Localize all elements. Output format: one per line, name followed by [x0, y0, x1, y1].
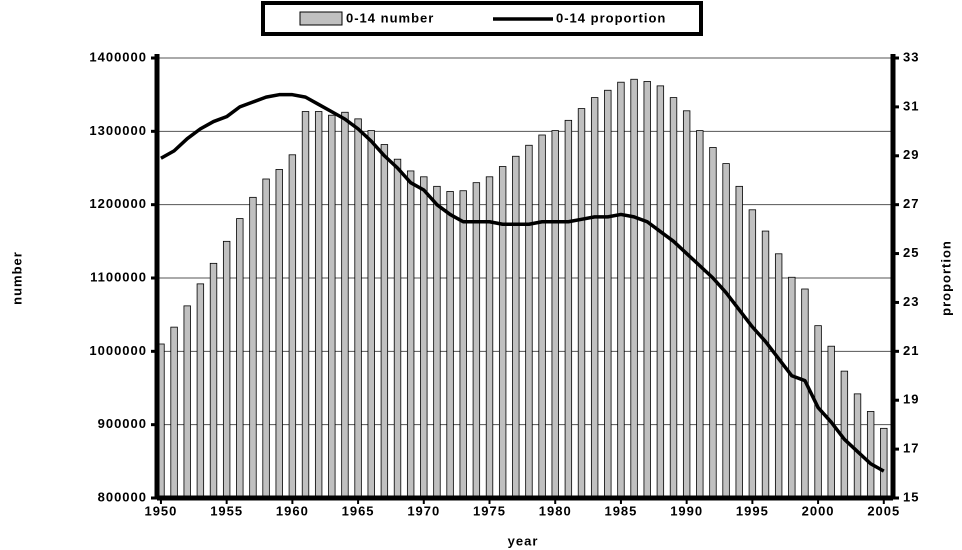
- bar: [367, 130, 375, 499]
- x-tick-label: 1950: [144, 503, 177, 518]
- bar: [472, 182, 481, 499]
- bar: [880, 427, 888, 499]
- y-tick-label: 800000: [98, 489, 147, 504]
- bar: [774, 253, 783, 499]
- bar: [788, 276, 796, 499]
- x-tick-label: 1985: [604, 503, 637, 518]
- y2-tick-label: 29: [903, 147, 919, 162]
- bar: [498, 166, 507, 499]
- legend-swatch: [299, 11, 343, 26]
- line: [160, 92, 885, 473]
- bar: [209, 262, 218, 499]
- bar: [380, 144, 389, 499]
- x-tick-label: 2005: [867, 503, 900, 518]
- bar: [288, 154, 297, 499]
- y2-tick-label: 25: [903, 245, 919, 260]
- y2-tick-label: 27: [903, 196, 919, 211]
- y-tick-label: 1300000: [89, 123, 147, 138]
- bar: [656, 85, 665, 499]
- y2-axis-title: proportion: [938, 240, 953, 316]
- y-tick-label: 1100000: [90, 269, 147, 284]
- bar: [393, 158, 402, 499]
- y2-tick-label: 15: [903, 489, 919, 504]
- bar: [275, 169, 283, 499]
- x-axis-title: year: [508, 533, 539, 548]
- y2-tick-label: 19: [903, 392, 919, 407]
- x-tick-label: 1970: [407, 503, 440, 518]
- bar: [643, 81, 651, 499]
- bar: [590, 97, 599, 499]
- bar: [866, 411, 875, 499]
- bar: [354, 118, 362, 499]
- bar: [433, 185, 441, 499]
- y2-tick-label: 17: [903, 441, 919, 456]
- y2-tick-label: 23: [903, 294, 919, 309]
- bar: [617, 81, 625, 499]
- bar: [761, 230, 770, 499]
- bar: [222, 240, 231, 499]
- bar: [328, 114, 336, 499]
- bar: [801, 288, 809, 499]
- y-tick-label: 1400000: [89, 49, 147, 64]
- legend-label: 0-14 proportion: [556, 10, 666, 25]
- bar: [420, 176, 428, 499]
- bar: [512, 155, 520, 499]
- bar: [485, 176, 494, 499]
- bar: [564, 119, 573, 499]
- bar: [735, 185, 743, 499]
- bar: [314, 111, 323, 499]
- x-tick-label: 1960: [276, 503, 309, 518]
- bar: [341, 111, 349, 499]
- bar: [577, 108, 586, 499]
- bar: [682, 110, 691, 499]
- bar: [262, 178, 270, 499]
- y-axis-title: number: [9, 251, 24, 305]
- bar: [446, 191, 454, 499]
- bar: [525, 144, 533, 499]
- bar: [236, 218, 244, 499]
- x-tick-label: 1980: [539, 503, 572, 518]
- y2-tick-label: 33: [903, 49, 919, 64]
- bar: [604, 89, 612, 499]
- legend-label: 0-14 number: [346, 10, 434, 25]
- bar: [538, 134, 546, 499]
- x-tick-label: 1955: [210, 503, 243, 518]
- y-tick-label: 1200000: [89, 196, 147, 211]
- bar: [748, 209, 757, 499]
- x-tick-label: 1965: [342, 503, 375, 518]
- bar: [301, 111, 310, 499]
- x-tick-label: 2000: [802, 503, 835, 518]
- y-tick-label: 1000000: [89, 343, 147, 358]
- bar: [249, 196, 257, 499]
- bar: [630, 78, 638, 499]
- bar: [853, 393, 862, 499]
- bar: [669, 97, 678, 499]
- x-tick-label: 1990: [670, 503, 703, 518]
- bar: [551, 130, 559, 499]
- bar: [196, 283, 205, 499]
- y2-tick-label: 31: [903, 98, 919, 113]
- y2-tick-label: 21: [903, 343, 919, 358]
- bar: [170, 326, 178, 499]
- y-tick-label: 900000: [98, 416, 147, 431]
- bar: [183, 305, 191, 499]
- x-tick-label: 1995: [736, 503, 769, 518]
- bar: [722, 163, 730, 499]
- bar: [709, 147, 717, 499]
- x-tick-label: 1975: [473, 503, 506, 518]
- bar: [696, 130, 704, 499]
- bar: [406, 170, 415, 499]
- bar: [459, 190, 467, 499]
